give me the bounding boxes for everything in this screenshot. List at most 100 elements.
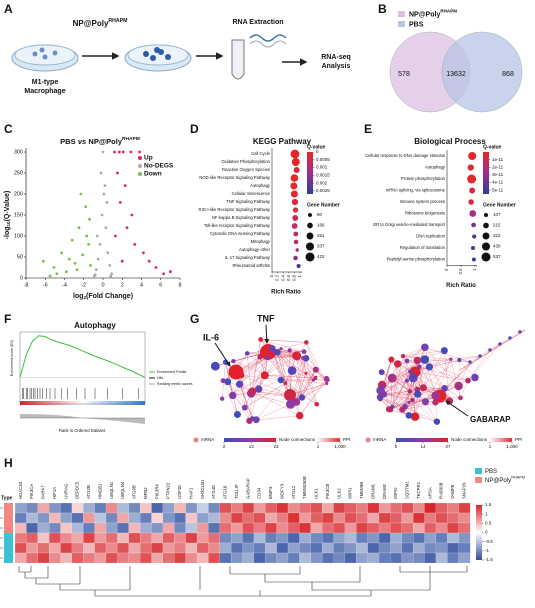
edge — [425, 359, 451, 402]
heatmap-cell — [344, 552, 357, 564]
gene-label: PIK3CA — [29, 484, 34, 499]
heatmap-cell — [242, 542, 255, 554]
edge — [264, 375, 300, 416]
heatmap-cell — [390, 542, 403, 554]
gene-label: ATG2B — [86, 485, 91, 499]
edge — [402, 347, 425, 357]
edge — [285, 382, 317, 405]
heatmap-cell — [333, 542, 346, 554]
heatmap-cell — [71, 552, 84, 564]
heatmap-cell — [37, 502, 50, 514]
heatmap-cell — [117, 542, 130, 554]
gene-label: TECPR1 — [416, 481, 421, 499]
edge — [256, 382, 286, 420]
chart-title: Biological Process — [414, 137, 486, 146]
edge — [249, 388, 259, 421]
cell — [143, 51, 149, 57]
heatmap-cell — [413, 552, 425, 564]
point — [129, 150, 133, 154]
heatmap-cell — [287, 502, 300, 514]
colorbar — [489, 437, 513, 443]
panel-label: H — [4, 456, 13, 470]
heatmap-cell — [447, 512, 459, 524]
legend-marker — [138, 172, 142, 176]
node — [254, 385, 263, 393]
gene-label: MFN2 — [143, 487, 148, 499]
heatmap-cell — [367, 512, 380, 524]
heatmap-cell — [196, 512, 209, 524]
heatmap-cell — [94, 512, 107, 524]
y-axis-label: -log10(Q-Value) — [4, 191, 11, 240]
chart-title: PBS vs NP@PolyRHAPM — [60, 136, 140, 146]
edge — [424, 347, 471, 363]
node — [325, 381, 329, 386]
plot-frame — [19, 331, 146, 405]
colorbar-tick-label: 0.001 — [316, 165, 328, 170]
legend-label: Up — [144, 155, 153, 162]
size-legend-dot — [305, 252, 315, 262]
x-axis-label: Rich Ratio — [271, 290, 301, 296]
type-cell — [4, 533, 13, 543]
legend-marker — [138, 164, 142, 168]
edge — [392, 366, 430, 408]
gene-label: HMGB1 — [97, 483, 102, 499]
heatmap-cell — [356, 522, 368, 534]
text-part: vs — [78, 137, 86, 146]
cell — [32, 51, 38, 57]
heatmap-cell — [196, 502, 209, 514]
workflow-art — [11, 34, 308, 80]
heatmap-cell — [128, 552, 141, 564]
heatmap-cell — [231, 502, 243, 514]
heatmap-cell — [299, 542, 312, 554]
legend-label: No-DEGS — [144, 163, 174, 170]
node — [210, 361, 220, 371]
heatmap-cell — [185, 512, 198, 524]
colorbar-tick-label: -0.5 — [485, 539, 493, 544]
heatmap-cell — [14, 532, 27, 544]
point — [41, 259, 45, 263]
pointer — [445, 400, 469, 417]
edge — [256, 404, 291, 420]
term-label: NOD-like Receptor Signaling Pathway — [199, 175, 271, 180]
node — [381, 384, 386, 389]
text-part: PBS — [409, 21, 424, 28]
edge — [397, 347, 425, 365]
cell — [39, 47, 45, 53]
point — [168, 270, 172, 274]
edge — [251, 393, 291, 405]
node — [407, 389, 413, 394]
type-cell — [4, 553, 13, 563]
heatmap-cell — [174, 522, 186, 534]
heatmap-cell — [265, 552, 277, 564]
node — [265, 355, 270, 360]
heatmap-cell — [26, 542, 39, 554]
gene-label: HDAC10 — [18, 481, 23, 499]
term-label: Reactive Oxygen Species — [222, 167, 270, 172]
node — [304, 371, 308, 375]
edge — [414, 371, 469, 381]
legend-title: Node connections — [279, 437, 316, 442]
dot — [472, 234, 477, 239]
colorbar-tick-label: 1,000 — [506, 444, 518, 449]
dot — [467, 164, 474, 171]
term-label: mRNA splicing, via spliceosome — [386, 188, 446, 193]
heatmap-cell — [333, 512, 346, 524]
node — [407, 400, 411, 405]
gene-label: CD34 — [257, 487, 262, 499]
gene-label: WIPI1 — [348, 487, 353, 499]
node — [457, 357, 462, 363]
heatmap-cell — [151, 552, 164, 564]
dot — [291, 198, 299, 206]
node — [301, 355, 306, 361]
edge — [306, 342, 316, 370]
cell-label: M1-type — [32, 79, 59, 86]
edge — [417, 366, 430, 390]
gene-label: DEPDC5 — [75, 481, 80, 499]
heatmap-cell — [265, 502, 277, 514]
node — [404, 378, 409, 383]
edge — [241, 357, 268, 376]
y-tick-label: 50 — [17, 254, 23, 260]
heatmap-cell — [128, 532, 141, 544]
x-tick-label: 0.8 — [292, 274, 297, 280]
point — [123, 184, 127, 188]
